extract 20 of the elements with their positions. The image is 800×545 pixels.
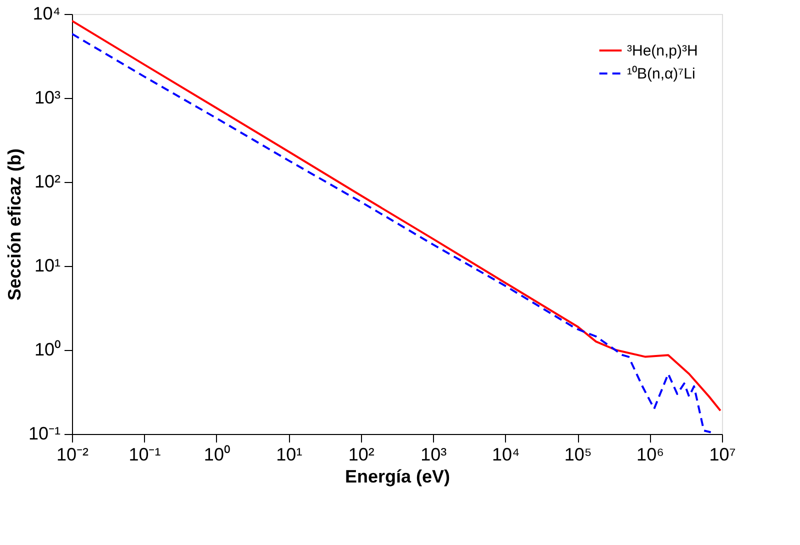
x-tick-label: 10⁴ [492, 444, 520, 464]
x-axis-title: Energía (eV) [344, 466, 450, 486]
y-tick-label: 10² [34, 172, 61, 192]
legend-label: ³He(n,p)³H [627, 42, 698, 60]
x-tick-label: 10⁻¹ [128, 444, 161, 464]
y-tick-label: 10⁻¹ [28, 424, 61, 444]
y-tick-label: 10³ [34, 88, 61, 108]
x-tick-label: 10⁶ [636, 444, 664, 464]
x-tick-label: 10³ [420, 444, 447, 464]
x-tick-label: 10⁰ [204, 444, 230, 464]
x-tick-label: 10⁷ [709, 444, 736, 464]
legend-label: ¹⁰B(n,α)⁷Li [627, 66, 696, 82]
x-tick-label: 10⁵ [564, 444, 592, 464]
x-tick-label: 10⁻² [56, 444, 89, 464]
x-tick-label: 10² [348, 444, 374, 464]
y-axis-title: Sección eficaz (b) [4, 148, 24, 301]
x-tick-label: 10¹ [276, 444, 302, 464]
y-tick-label: 10⁴ [32, 4, 60, 24]
y-tick-label: 10⁰ [34, 340, 60, 360]
y-tick-label: 10¹ [34, 256, 61, 276]
